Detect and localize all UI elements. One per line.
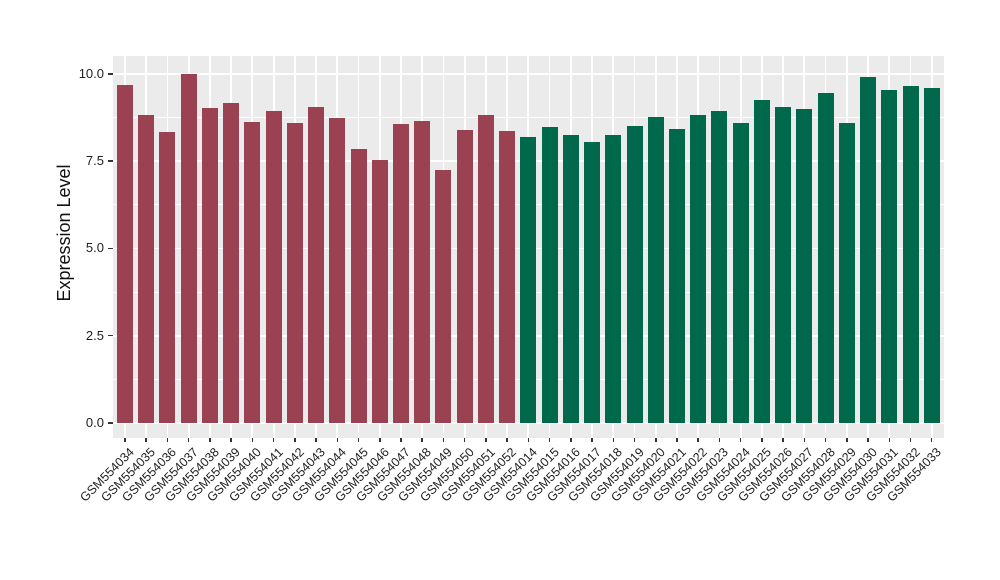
bar-GSM554029 bbox=[838, 123, 855, 423]
x-axis-tick bbox=[655, 438, 657, 442]
x-axis-tick bbox=[400, 438, 402, 442]
x-axis-tick bbox=[591, 438, 593, 442]
x-axis-tick bbox=[782, 438, 784, 442]
x-axis-tick bbox=[336, 438, 339, 442]
x-axis-tick bbox=[697, 438, 699, 442]
x-axis-tick bbox=[761, 438, 763, 442]
bar-GSM554046 bbox=[371, 160, 388, 423]
bar-GSM554024 bbox=[732, 122, 749, 423]
bar-GSM554051 bbox=[477, 114, 494, 423]
x-axis-tick bbox=[166, 438, 169, 442]
bar-GSM554016 bbox=[562, 134, 579, 423]
bar-GSM554030 bbox=[860, 76, 877, 423]
bar-GSM554047 bbox=[392, 124, 409, 423]
bar-GSM554022 bbox=[690, 115, 707, 423]
y-axis-tick bbox=[108, 247, 113, 250]
bar-GSM554023 bbox=[711, 111, 728, 423]
bar-GSM554020 bbox=[647, 117, 664, 423]
bar-GSM554050 bbox=[456, 129, 473, 423]
bar-GSM554019 bbox=[626, 125, 643, 423]
y-tick-label: 2.5 bbox=[85, 327, 104, 343]
x-axis-tick bbox=[570, 438, 572, 442]
y-axis-tick bbox=[108, 334, 113, 337]
bar-GSM554039 bbox=[223, 103, 240, 423]
x-axis-tick bbox=[676, 438, 678, 442]
y-axis-tick bbox=[108, 160, 113, 162]
x-axis-tick bbox=[442, 438, 445, 442]
bar-GSM554017 bbox=[584, 142, 601, 423]
x-axis-tick bbox=[357, 438, 360, 442]
x-axis-tick bbox=[909, 438, 912, 442]
x-axis-tick bbox=[145, 438, 147, 442]
bar-GSM554045 bbox=[350, 149, 367, 423]
bar-GSM554052 bbox=[499, 130, 516, 423]
bar-GSM554038 bbox=[201, 107, 218, 423]
x-axis-tick bbox=[485, 438, 487, 442]
x-axis-tick bbox=[867, 438, 869, 442]
bar-GSM554027 bbox=[796, 109, 813, 423]
bar-GSM554021 bbox=[668, 128, 685, 423]
x-axis-tick bbox=[824, 438, 827, 442]
bar-GSM554033 bbox=[923, 88, 940, 423]
x-axis-tick bbox=[421, 438, 423, 442]
x-axis-tick bbox=[124, 438, 126, 442]
bar-GSM554018 bbox=[605, 135, 622, 423]
x-axis-tick bbox=[463, 438, 466, 442]
x-axis-tick bbox=[612, 438, 615, 442]
x-axis-tick bbox=[272, 438, 275, 442]
bar-GSM554048 bbox=[414, 120, 431, 423]
bar-GSM554044 bbox=[329, 118, 346, 423]
bar-GSM554026 bbox=[775, 106, 792, 423]
y-axis-tick bbox=[108, 73, 113, 75]
bar-GSM554043 bbox=[308, 106, 325, 423]
bar-GSM554037 bbox=[180, 74, 197, 423]
plot-panel bbox=[113, 56, 944, 438]
x-axis-tick bbox=[527, 438, 530, 442]
x-axis-tick bbox=[251, 438, 254, 442]
x-axis-tick bbox=[187, 438, 190, 442]
bar-GSM554028 bbox=[817, 93, 834, 423]
x-axis-tick bbox=[846, 438, 848, 442]
x-axis-tick bbox=[548, 438, 551, 442]
x-axis-tick bbox=[739, 438, 742, 442]
bar-GSM554034 bbox=[117, 84, 133, 423]
x-axis-tick bbox=[803, 438, 806, 442]
bar-GSM554031 bbox=[881, 89, 898, 423]
x-axis-tick bbox=[718, 438, 721, 442]
bar-GSM554042 bbox=[286, 123, 303, 423]
x-axis-tick bbox=[209, 438, 211, 442]
bar-GSM554014 bbox=[520, 137, 537, 423]
y-axis-tick bbox=[108, 422, 113, 424]
y-axis-title: Expression Level bbox=[54, 164, 74, 302]
y-tick-label: 10.0 bbox=[78, 65, 104, 81]
bar-GSM554041 bbox=[265, 110, 282, 423]
x-axis-tick bbox=[230, 438, 232, 442]
y-tick-label: 5.0 bbox=[85, 240, 104, 256]
y-tick-label: 0.0 bbox=[85, 415, 104, 430]
x-axis-tick bbox=[888, 438, 891, 442]
x-axis-tick bbox=[294, 438, 296, 442]
bar-GSM554015 bbox=[541, 126, 558, 423]
x-axis-tick bbox=[379, 438, 381, 442]
x-axis-tick bbox=[506, 438, 508, 442]
bar-GSM554032 bbox=[902, 85, 919, 423]
bar-GSM554036 bbox=[159, 131, 176, 423]
y-tick-label: 7.5 bbox=[85, 153, 104, 169]
x-axis-tick bbox=[633, 438, 636, 442]
x-axis-tick bbox=[315, 438, 317, 442]
bar-GSM554025 bbox=[753, 99, 770, 423]
x-axis-tick bbox=[930, 438, 933, 442]
bar-GSM554035 bbox=[138, 114, 155, 423]
bar-GSM554049 bbox=[435, 170, 452, 423]
bar-GSM554040 bbox=[244, 121, 261, 423]
